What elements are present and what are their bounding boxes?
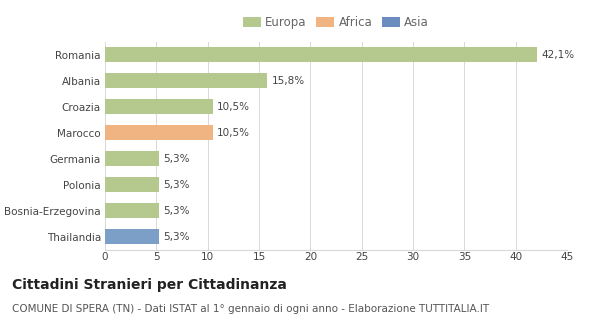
Bar xyxy=(105,73,267,88)
Text: 5,3%: 5,3% xyxy=(164,154,190,164)
Text: 10,5%: 10,5% xyxy=(217,102,250,112)
Bar xyxy=(105,203,160,218)
Text: 10,5%: 10,5% xyxy=(217,128,250,138)
Bar xyxy=(105,151,160,166)
Text: 15,8%: 15,8% xyxy=(271,76,304,86)
Text: 5,3%: 5,3% xyxy=(164,232,190,242)
Text: Cittadini Stranieri per Cittadinanza: Cittadini Stranieri per Cittadinanza xyxy=(12,278,287,292)
Legend: Europa, Africa, Asia: Europa, Africa, Asia xyxy=(241,14,431,32)
Text: 42,1%: 42,1% xyxy=(541,50,574,60)
Bar xyxy=(105,229,160,244)
Bar xyxy=(105,125,213,140)
Bar xyxy=(105,177,160,192)
Bar xyxy=(105,99,213,114)
Text: 5,3%: 5,3% xyxy=(164,180,190,189)
Text: 5,3%: 5,3% xyxy=(164,205,190,216)
Text: COMUNE DI SPERA (TN) - Dati ISTAT al 1° gennaio di ogni anno - Elaborazione TUTT: COMUNE DI SPERA (TN) - Dati ISTAT al 1° … xyxy=(12,304,489,314)
Bar xyxy=(105,47,537,62)
